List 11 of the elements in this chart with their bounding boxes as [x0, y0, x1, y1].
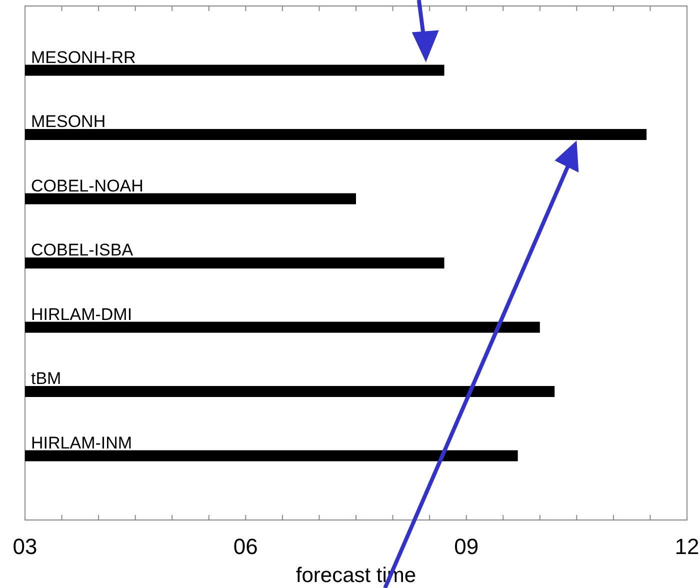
x-tick-label: 03	[12, 534, 38, 559]
y-tick-label: HIRLAM-INM	[31, 433, 132, 452]
x-tick-label: 06	[233, 534, 258, 559]
y-tick-label: tBM	[31, 369, 62, 388]
y-tick-label: COBEL-NOAH	[31, 176, 144, 196]
y-tick-label: COBEL-ISBA	[31, 240, 134, 260]
y-tick-label: MESONH-RR	[31, 48, 136, 67]
x-tick-label: 12	[674, 534, 700, 559]
y-tick-label: MESONH	[31, 112, 106, 131]
x-tick-label: 09	[454, 534, 479, 559]
y-tick-label: HIRLAM-DMI	[31, 304, 132, 324]
